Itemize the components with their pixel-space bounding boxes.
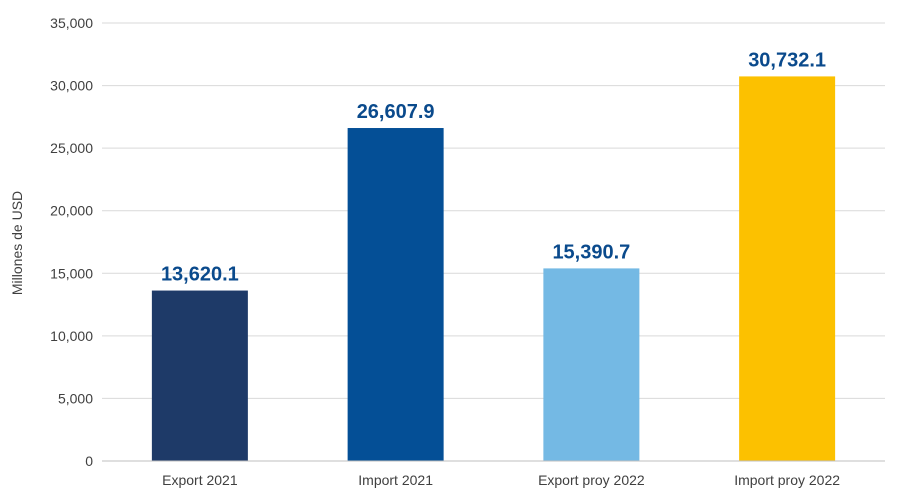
- bar: [347, 128, 444, 462]
- data-label: 30,732.1: [748, 49, 826, 71]
- data-label: 13,620.1: [161, 264, 239, 286]
- x-category-label: Import 2021: [358, 472, 433, 488]
- y-tick-label: 20,000: [50, 203, 93, 219]
- y-axis-label: Millones de USD: [9, 191, 25, 295]
- data-label: 26,607.9: [357, 101, 435, 123]
- x-category-label: Export proy 2022: [538, 472, 645, 488]
- y-tick-label: 5,000: [58, 390, 93, 406]
- bar: [543, 268, 640, 461]
- x-axis-categories: Export 2021 Import 2021 Export proy 2022 Im…: [162, 472, 840, 488]
- y-tick-label: 0: [85, 453, 93, 469]
- y-tick-label: 25,000: [50, 140, 93, 156]
- x-category-label: Import proy 2022: [734, 472, 840, 488]
- y-tick-label: 30,000: [50, 78, 93, 94]
- y-axis-ticks: 0 5,000 10,000 15,000 20,000 25,000 30,000 35,0…: [50, 15, 93, 469]
- data-labels: 13,620.1 26,607.9 15,390.7 30,732.1: [161, 49, 826, 285]
- bar: [739, 76, 836, 461]
- bar: [151, 290, 248, 461]
- y-tick-label: 35,000: [50, 15, 93, 31]
- data-label: 15,390.7: [552, 241, 630, 263]
- y-tick-label: 15,000: [50, 265, 93, 281]
- bars: [151, 76, 836, 462]
- x-category-label: Export 2021: [162, 472, 238, 488]
- y-tick-label: 10,000: [50, 328, 93, 344]
